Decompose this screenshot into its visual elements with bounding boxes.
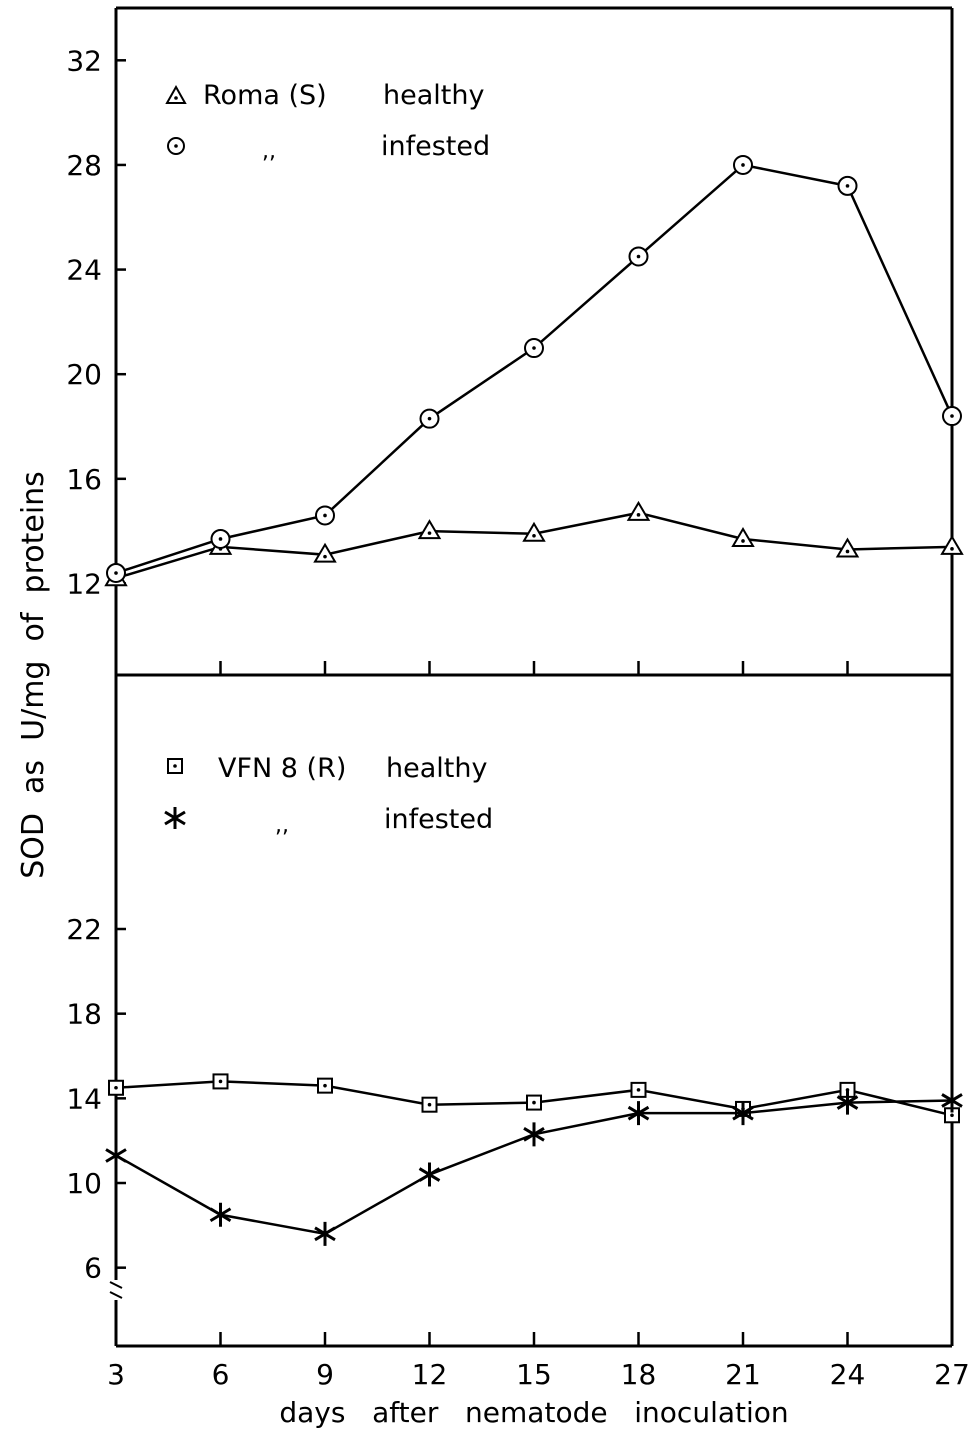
data-point-triangle: [835, 537, 860, 558]
data-point-asterisk: [941, 1088, 963, 1113]
y-tick-label: 6: [84, 1252, 102, 1285]
data-point-asterisk: [732, 1101, 754, 1126]
data-point-circle: [419, 408, 440, 429]
data-point-asterisk: [209, 1202, 232, 1227]
y-tick-label: 22: [66, 913, 102, 946]
y-tick-label: 18: [66, 998, 102, 1031]
data-point-square: [630, 1081, 647, 1098]
legend-marker-triangle: [165, 84, 187, 104]
data-point-square: [839, 1081, 856, 1098]
top-y-ticks: 12 16 20 24 28 32: [66, 44, 954, 675]
data-point-circle: [733, 154, 753, 175]
data-point-asterisk: [314, 1221, 336, 1246]
x-tick-label: 12: [412, 1358, 448, 1391]
y-axis-label: SOD as U/mg of proteins: [16, 471, 51, 879]
legend-label-roma: Roma (S): [203, 80, 327, 111]
x-tick-label: 15: [516, 1358, 552, 1391]
data-point-square: [317, 1077, 333, 1094]
x-tick-label: 18: [621, 1358, 657, 1391]
data-point-triangle: [417, 519, 442, 540]
bottom-y-ticks: 6 10 14 18 22: [66, 913, 954, 1346]
data-point-circle: [837, 175, 858, 196]
y-tick-label: 16: [66, 463, 102, 496]
data-point-circle: [106, 562, 126, 583]
top-legend: Roma (S) healthy ,, infested: [165, 80, 490, 164]
series-circle: [106, 154, 962, 583]
legend-status-vfn8-healthy: healthy: [386, 753, 487, 784]
data-point-asterisk: [523, 1122, 545, 1147]
y-tick-label: 10: [66, 1167, 102, 1200]
data-point-circle: [315, 505, 335, 526]
legend-label-vfn8-ditto: ,,: [275, 813, 289, 838]
legend-status-vfn8-infested: infested: [384, 804, 493, 835]
y-tick-label: 12: [66, 567, 102, 600]
legend-marker-square: [167, 758, 183, 774]
data-point-asterisk: [836, 1090, 859, 1115]
x-axis-label: days after nematode inoculation: [279, 1396, 788, 1429]
legend-marker-asterisk: [164, 807, 186, 829]
series-asterisk: [105, 1088, 963, 1246]
x-tick-label: 21: [725, 1358, 761, 1391]
data-point-square: [421, 1096, 438, 1113]
data-point-circle: [210, 528, 231, 549]
data-point-triangle: [940, 534, 964, 555]
data-point-triangle: [313, 542, 337, 563]
legend-status-roma-healthy: healthy: [383, 80, 484, 111]
x-ticks: 3 6 9 12 15 18 21 24 27: [107, 1358, 969, 1391]
x-tick-label: 3: [107, 1358, 125, 1391]
data-point-square: [108, 1079, 124, 1096]
data-point-asterisk: [105, 1143, 127, 1168]
x-tick-label: 24: [830, 1358, 866, 1391]
data-point-square: [526, 1094, 542, 1111]
frame: [109, 6, 954, 1348]
data-point-asterisk: [418, 1162, 441, 1187]
y-tick-label: 14: [66, 1082, 102, 1115]
y-tick-label: 28: [66, 149, 102, 182]
series-layer: [104, 154, 964, 1246]
legend-label-roma-ditto: ,,: [262, 139, 276, 164]
data-point-triangle: [731, 527, 755, 547]
data-point-square: [212, 1073, 229, 1090]
data-point-triangle: [522, 521, 546, 542]
legend-marker-circle: [167, 137, 185, 155]
x-tick-label: 27: [934, 1358, 969, 1391]
data-point-triangle: [626, 500, 651, 521]
legend-label-vfn8: VFN 8 (R): [218, 753, 346, 784]
axis-break: [109, 1281, 123, 1299]
data-point-circle: [628, 246, 649, 267]
y-tick-label: 24: [66, 254, 102, 287]
series-line: [115, 1099, 953, 1236]
data-point-circle: [942, 406, 962, 427]
data-point-asterisk: [627, 1101, 650, 1126]
legend-status-roma-infested: infested: [381, 131, 490, 162]
series-square: [108, 1073, 960, 1124]
series-line: [115, 163, 954, 575]
x-tick-label: 6: [212, 1358, 230, 1391]
x-tick-label: 9: [316, 1358, 334, 1391]
series-triangle: [104, 500, 964, 587]
bottom-legend: VFN 8 (R) healthy ,, infested: [164, 753, 493, 838]
y-tick-label: 32: [66, 44, 102, 77]
data-point-circle: [524, 338, 544, 359]
y-tick-label: 20: [66, 358, 102, 391]
